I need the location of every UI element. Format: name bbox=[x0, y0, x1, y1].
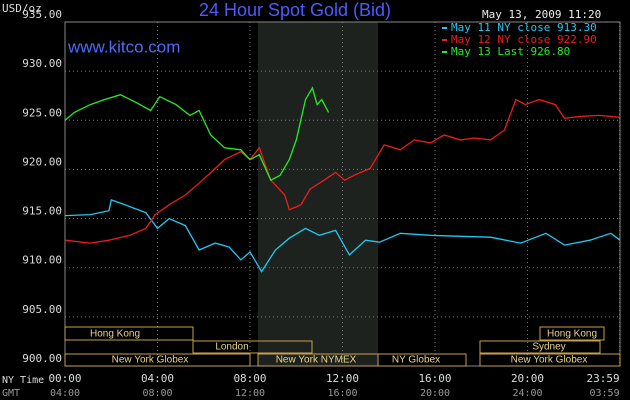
x-tick-label: 04:00 bbox=[141, 372, 174, 385]
session-label: New York Globex bbox=[511, 355, 588, 366]
y-tick-label: 925.00 bbox=[22, 106, 62, 119]
x2-tick-label: 16:00 bbox=[327, 388, 357, 399]
session-label: Hong Kong bbox=[90, 329, 140, 340]
legend-label: May 13 Last 926.80 bbox=[451, 45, 570, 58]
series-line bbox=[64, 199, 621, 273]
x2-tick-label: 20:00 bbox=[420, 388, 450, 399]
session-label: New York Globex bbox=[112, 355, 189, 366]
session-box bbox=[479, 353, 621, 367]
timestamp: May 13, 2009 11:20 bbox=[482, 8, 601, 21]
session-box bbox=[192, 340, 313, 354]
x-tick-label: 20:00 bbox=[511, 372, 544, 385]
y-tick-label: 930.00 bbox=[22, 57, 62, 70]
series-line bbox=[64, 98, 621, 244]
chart-title: 24 Hour Spot Gold (Bid) bbox=[199, 0, 391, 20]
session-box bbox=[64, 326, 194, 341]
x-tick-label: 08:00 bbox=[233, 372, 266, 385]
session-label: London bbox=[215, 342, 248, 353]
y-tick-label: 905.00 bbox=[22, 303, 62, 316]
session-box bbox=[539, 326, 605, 341]
x2-tick-label: 24:00 bbox=[512, 388, 542, 399]
x2-tick-label: 04:00 bbox=[50, 388, 80, 399]
y-tick-label: 935.00 bbox=[22, 8, 62, 21]
x2-axis-label: GMT bbox=[2, 388, 20, 399]
session-label: Hong Kong bbox=[547, 329, 597, 340]
session-label: New York NYMEX bbox=[276, 355, 357, 366]
x2-tick-label: 12:00 bbox=[235, 388, 265, 399]
y-tick-label: 920.00 bbox=[22, 155, 62, 168]
session-label: NY Globex bbox=[392, 355, 440, 366]
x2-tick-label: 03:59 bbox=[589, 388, 619, 399]
session-label: Sydney bbox=[532, 342, 565, 353]
session-box bbox=[64, 353, 251, 367]
legend-label: May 11 NY close 913.30 bbox=[451, 21, 597, 34]
session-shade bbox=[258, 22, 378, 366]
source-url: www.kitco.com bbox=[67, 37, 180, 56]
x2-tick-label: 08:00 bbox=[142, 388, 172, 399]
sessions: Hong Kong London New York Globex New Yor… bbox=[64, 326, 621, 367]
y-tick-label: 915.00 bbox=[22, 205, 62, 218]
x-tick-label: 16:00 bbox=[418, 372, 451, 385]
x-tick-label: 23:59 bbox=[586, 372, 619, 385]
y-tick-label: 910.00 bbox=[22, 254, 62, 267]
y-unit: USD/oz bbox=[2, 2, 42, 15]
x-axis-label: NY Time bbox=[2, 375, 44, 386]
x-tick-label: 12:00 bbox=[326, 372, 359, 385]
session-box bbox=[377, 353, 467, 367]
series-line bbox=[64, 86, 330, 182]
session-box bbox=[479, 340, 601, 354]
y-tick-label: 900.00 bbox=[22, 352, 62, 365]
legend-label: May 12 NY close 922.90 bbox=[451, 33, 597, 46]
x-tick-label: 00:00 bbox=[48, 372, 81, 385]
